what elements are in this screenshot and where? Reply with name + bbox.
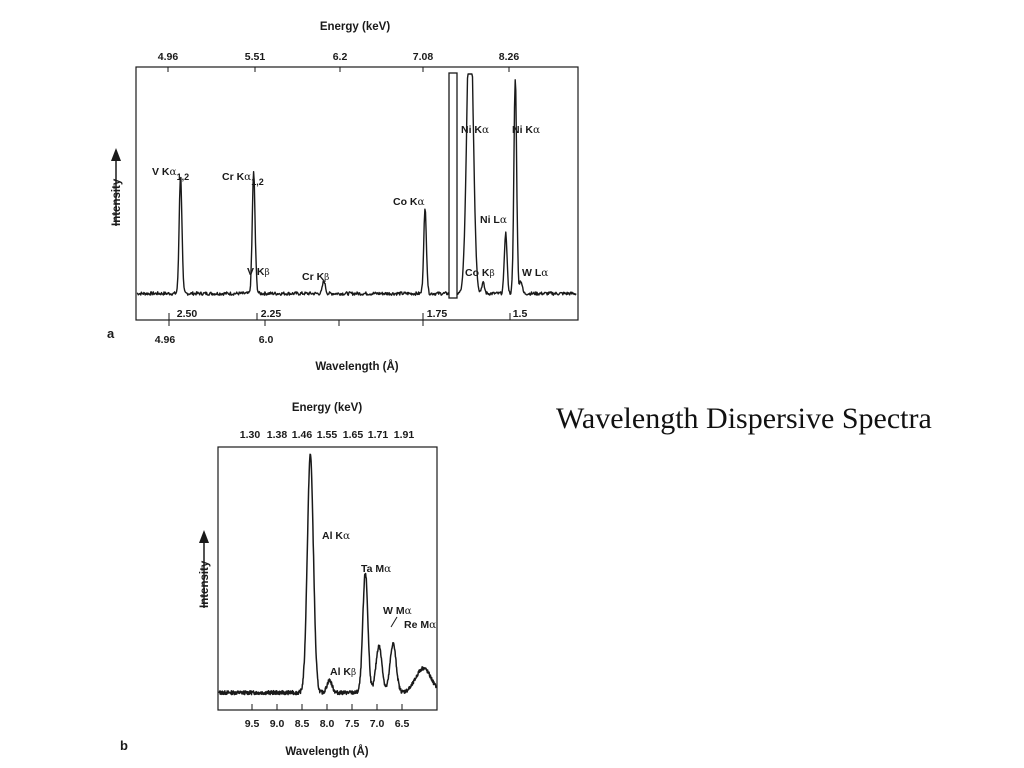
- panel-b-bottom-tick-label: 8.5: [295, 718, 310, 730]
- panel-b-bottom-tick-label: 7.5: [345, 718, 360, 730]
- panel-a-bottom-tick-label: 2.25: [261, 308, 282, 320]
- panel-b-bottom-tick-label: 8.0: [320, 718, 335, 730]
- panel-b-spectrum-line: [218, 453, 437, 696]
- peak-label-al-kalpha: Al Kα: [322, 530, 350, 542]
- panel-b-wavelength-axis-label: Wavelength (Å): [285, 745, 368, 758]
- panel-b-letter: b: [120, 738, 128, 753]
- panel-a-intensity-label: Intensity: [111, 178, 123, 226]
- slide-title: Wavelength Dispersive Spectra: [556, 402, 932, 435]
- panel-b-top-tick-label: 1.30: [240, 429, 261, 441]
- peak-label-co-kbeta: Co Kβ: [465, 267, 495, 279]
- panel-b-bottom-tick-label: 9.5: [245, 718, 260, 730]
- peak-label-co-kalpha: Co Kα: [393, 196, 425, 208]
- panel-b-bottom-tick-marks: [251, 704, 403, 710]
- peak-label-ni-kalpha-1: Ni Kα: [461, 124, 489, 136]
- peak-label-ta-malpha: Ta Mα: [361, 563, 391, 575]
- peak-label-ni-kalpha-2: Ni Kα: [512, 124, 540, 136]
- panel-a-bottom-tick-label: 4.96: [155, 334, 176, 346]
- panel-a-top-tick-label: 6.2: [333, 51, 348, 63]
- peak-label-al-kbeta: Al Kβ: [330, 666, 356, 678]
- arrow-up-icon: [111, 148, 121, 161]
- panel-a: Energy (keV) 4.96 5.51 6.2 7.08 8.26 Int…: [107, 21, 579, 373]
- panel-a-intensity-axis: Intensity: [111, 148, 123, 226]
- panel-a-bottom-tick-label: 1.75: [427, 308, 448, 320]
- peak-label-cr-kalpha: Cr Kα1,2: [222, 171, 264, 187]
- panel-b-intensity-label: Intensity: [199, 560, 211, 608]
- panel-a-energy-axis-label: Energy (keV): [320, 21, 390, 33]
- peak-label-w-malpha: W Mα: [383, 605, 412, 617]
- panel-a-plot-frame: [135, 66, 579, 321]
- panel-a-bottom-tick-label: 1.5: [513, 308, 528, 320]
- panel-a-saturated-ni-peak: [448, 72, 458, 299]
- panel-b-top-tick-label: 1.55: [317, 429, 338, 441]
- panel-b-energy-axis-label: Energy (keV): [292, 402, 362, 414]
- panel-a-top-tick-label: 7.08: [413, 51, 434, 63]
- peak-label-cr-kbeta: Cr Kβ: [302, 271, 329, 283]
- panel-a-bottom-tick-label: 2.50: [177, 308, 198, 320]
- panel-a-top-tick-marks: [167, 67, 510, 72]
- panel-a-bottom-tick-marks: [168, 313, 511, 326]
- peak-label-ni-lalpha: Ni Lα: [480, 214, 507, 226]
- panel-b-bottom-tick-label: 9.0: [270, 718, 285, 730]
- panel-b: Energy (keV) 1.30 1.38 1.46 1.55 1.65 1.…: [120, 402, 438, 758]
- panel-b-plot-frame: [217, 446, 438, 711]
- panel-a-letter: a: [107, 326, 115, 341]
- peak-label-re-malpha: Re Mα: [404, 619, 436, 631]
- peak-label-w-lalpha: W Lα: [522, 267, 548, 279]
- panel-a-top-tick-label: 4.96: [158, 51, 179, 63]
- arrow-up-icon: [199, 530, 209, 543]
- panel-b-intensity-axis: Intensity: [199, 530, 211, 608]
- panel-b-bottom-tick-label: 6.5: [395, 718, 410, 730]
- panel-a-top-tick-label: 8.26: [499, 51, 520, 63]
- peak-label-v-kbeta: V Kβ: [247, 266, 270, 278]
- panel-b-top-tick-label: 1.91: [394, 429, 415, 441]
- peak-label-v-kalpha: V Kα1,2: [152, 166, 189, 182]
- panel-a-bottom-tick-label: 6.0: [259, 334, 274, 346]
- panel-a-wavelength-axis-label: Wavelength (Å): [315, 360, 398, 373]
- w-malpha-leader-line: [390, 616, 398, 628]
- panel-b-top-tick-label: 1.65: [343, 429, 364, 441]
- panel-a-spectrum-line: [136, 73, 577, 296]
- panel-a-top-tick-label: 5.51: [245, 51, 266, 63]
- panel-b-top-tick-label: 1.46: [292, 429, 313, 441]
- panel-b-top-tick-label: 1.71: [368, 429, 389, 441]
- panel-b-bottom-tick-label: 7.0: [370, 718, 385, 730]
- panel-b-top-tick-label: 1.38: [267, 429, 288, 441]
